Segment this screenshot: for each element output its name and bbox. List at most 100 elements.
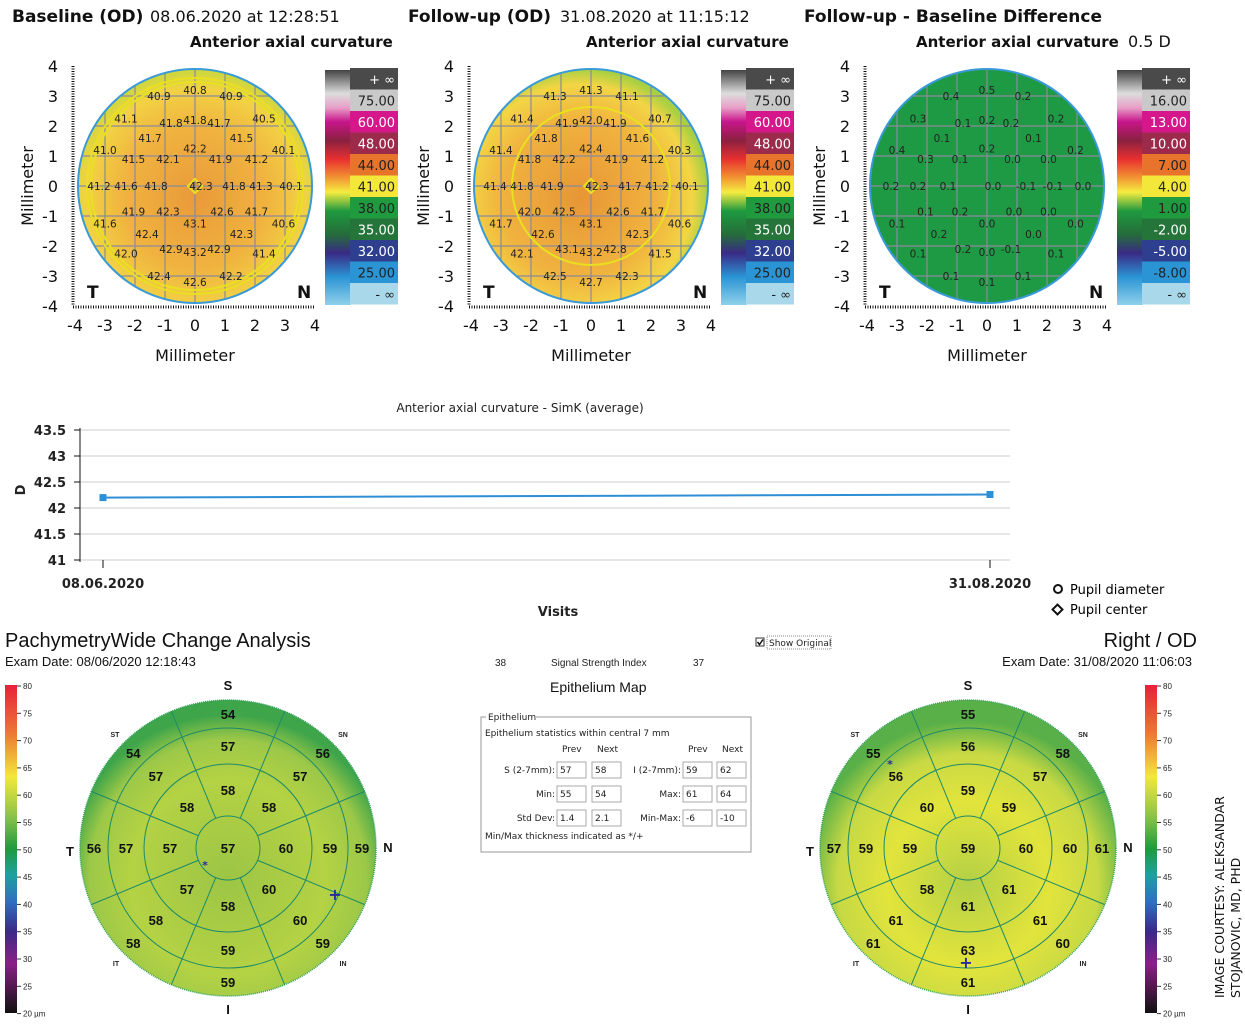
- x-tick-label: 4: [310, 316, 320, 335]
- map-value: 0.4: [943, 91, 960, 103]
- scale-gradient: [5, 685, 17, 1013]
- pupil-ring: [86, 77, 304, 295]
- pupil-diameter-icon: [1053, 584, 1063, 594]
- sector-value-center: 57: [221, 841, 235, 856]
- pupil-ring: [511, 106, 671, 266]
- legend-label: 60.00: [754, 116, 791, 131]
- scale-label: 55: [1163, 819, 1172, 828]
- map-value: 41.3: [249, 181, 272, 193]
- stat-field: [716, 809, 747, 827]
- col-next: Next: [722, 745, 743, 755]
- map-value: 41.1: [615, 91, 638, 103]
- y-tick-label: 0: [444, 177, 454, 196]
- x-tick-label: 4: [1102, 316, 1112, 335]
- sector-line: [239, 711, 286, 819]
- sector-value-center: 59: [961, 841, 975, 856]
- sector-value-middle: 59: [859, 841, 873, 856]
- legend-label: -8.00: [1153, 267, 1187, 282]
- map-header-difference: Follow-up - Baseline Difference Anterior…: [804, 7, 1171, 51]
- map-value: 0.2: [931, 229, 948, 241]
- map-value: 41.3: [543, 91, 566, 103]
- map-value: 42.6: [606, 207, 630, 219]
- map-value: 41.6: [114, 181, 138, 193]
- legend-label: + ∞: [369, 73, 395, 88]
- sector-value-middle: 63: [961, 943, 975, 958]
- sector-value-middle: 59: [221, 943, 235, 958]
- stat-value: 54: [595, 790, 607, 800]
- x-tick-label: 1: [616, 316, 626, 335]
- legend-swatch: [350, 132, 398, 154]
- sector-value-outer: 59: [355, 841, 369, 856]
- map-value: 41.8: [144, 181, 167, 193]
- map-title: Follow-up - Baseline Difference: [804, 7, 1102, 27]
- sector-value-inner: 57: [180, 882, 194, 897]
- y-tick-label: -1: [42, 207, 58, 226]
- map-value: 42.0: [579, 115, 602, 127]
- checkbox[interactable]: [755, 637, 765, 647]
- map-value: 41.9: [122, 207, 145, 219]
- sector-value-outer: 61: [961, 975, 975, 990]
- legend-swatch: [746, 154, 794, 176]
- legend-label: 16.00: [1150, 95, 1187, 110]
- col-next: Next: [597, 745, 618, 755]
- scale-label: 35: [23, 928, 32, 937]
- map-value: 0.0: [1040, 207, 1057, 219]
- y-tick-label: 3: [444, 87, 454, 106]
- map-value: 42.6: [531, 229, 555, 241]
- legend-swatch: [1142, 197, 1190, 219]
- pupil-ring: [90, 81, 300, 291]
- legend-swatch: [746, 197, 794, 219]
- map-value: 41.8: [510, 181, 533, 193]
- legend-swatch: [1142, 240, 1190, 262]
- legend-label: 4.00: [1158, 181, 1187, 196]
- sector-value-inner: 61: [961, 899, 975, 914]
- show-original-checkbox[interactable]: Show Original: [755, 635, 832, 650]
- min-marker-icon: *: [887, 758, 893, 771]
- scale-label: 35: [1163, 928, 1172, 937]
- series-line: [102, 493, 991, 499]
- sector-line: [979, 877, 1026, 985]
- sector-value-middle: 56: [961, 739, 975, 754]
- map-value: 42.6: [183, 277, 207, 289]
- legend-swatch: [1142, 154, 1190, 176]
- sector-value-outer: 54: [126, 746, 141, 761]
- scale-label: 65: [23, 764, 32, 773]
- map-value: 41.8: [534, 133, 557, 145]
- direction-label-st: ST: [111, 732, 121, 739]
- map-value: 41.2: [645, 181, 668, 193]
- map-outline: [77, 68, 313, 304]
- sector-value-middle: 57: [1033, 769, 1047, 784]
- stat-field: [716, 761, 747, 779]
- map-value: 42.7: [579, 277, 602, 289]
- legend-label: 75.00: [358, 95, 395, 110]
- temporal-label: T: [879, 283, 891, 303]
- legend-label: - ∞: [771, 288, 791, 303]
- temporal-label: T: [483, 283, 495, 303]
- legend-label: 35.00: [754, 224, 791, 239]
- map-value: 0.1: [952, 154, 969, 166]
- zone-ring: [935, 815, 1001, 881]
- map-value: 0.0: [1004, 154, 1021, 166]
- x-tick-label: -2: [127, 316, 143, 335]
- scale-label: 70: [1163, 737, 1172, 746]
- x-tick-label: 2: [250, 316, 260, 335]
- sector-line: [910, 711, 957, 819]
- map-value: 41.4: [489, 145, 513, 157]
- map-value: -0.1: [1043, 181, 1064, 193]
- max-marker-icon: +: [959, 953, 972, 972]
- legend-swatch: [1142, 111, 1190, 133]
- stat-value: 2.1: [595, 814, 609, 824]
- stat-field: [682, 761, 713, 779]
- y-tick-label: 0: [48, 177, 58, 196]
- sector-value-middle: 56: [889, 769, 903, 784]
- temporal-label: T: [87, 283, 99, 303]
- map-value: 41.2: [87, 181, 110, 193]
- legend-swatch: [746, 240, 794, 262]
- y-axis-label: Millimeter: [810, 146, 829, 226]
- legend-label: 32.00: [754, 245, 791, 260]
- sector-value-middle: 60: [1063, 841, 1077, 856]
- pachymetry-map-right: 59 59 59 60 61 61 58 59 60 56 57 60 61 63 61 59 56 55 58 61…: [806, 678, 1133, 1017]
- map-value: -0.1: [1001, 244, 1022, 256]
- legend-label: + ∞: [1161, 73, 1187, 88]
- direction-label-i: I: [226, 1002, 230, 1017]
